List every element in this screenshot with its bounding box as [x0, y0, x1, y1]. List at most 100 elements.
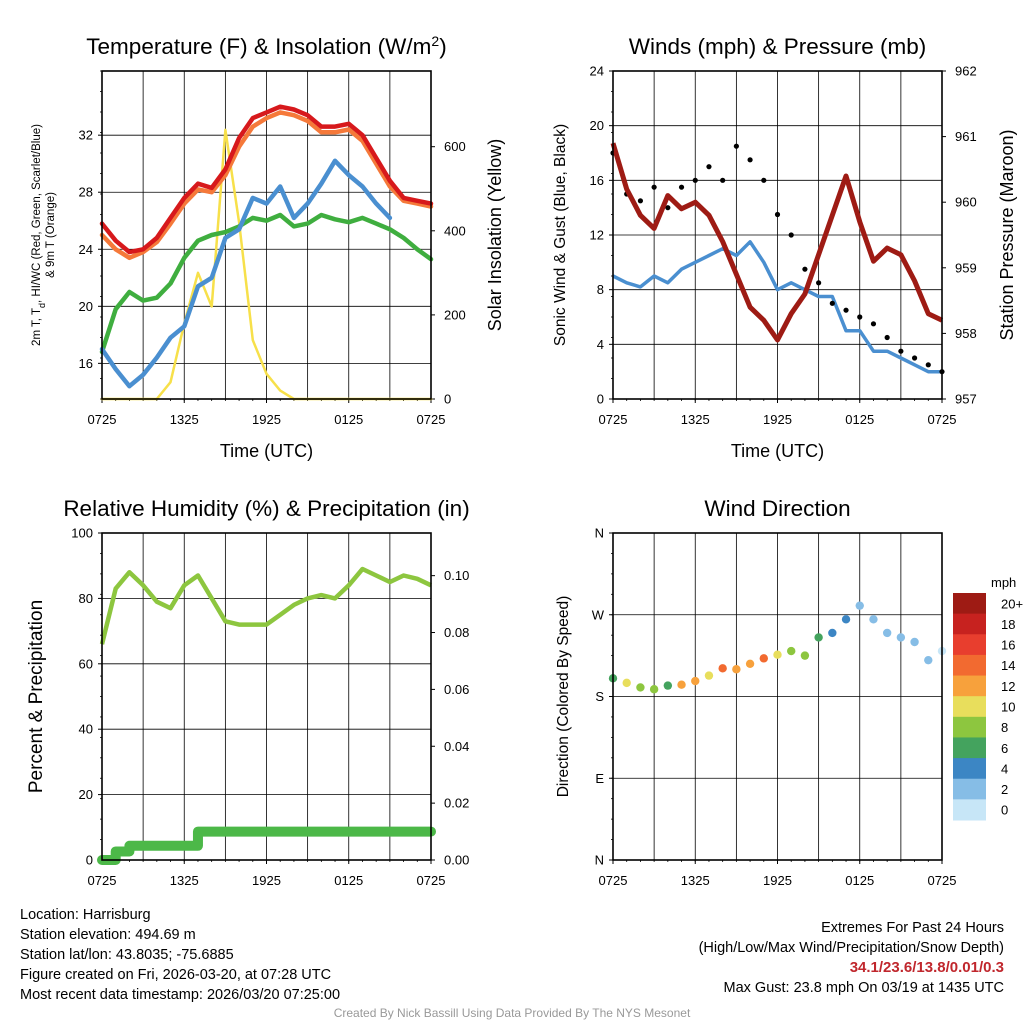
gust-point	[733, 143, 739, 149]
series-line-precipitation	[97, 826, 436, 865]
y-tick-label-right: 0.04	[444, 739, 469, 754]
series-line-sonic-wind	[612, 240, 942, 374]
y-tick-label-right: 959	[955, 260, 977, 275]
extremes-info: Extremes For Past 24 Hours (High/Low/Max…	[699, 918, 1004, 998]
y-tick-label-right: 958	[955, 326, 977, 341]
chart-title: Temperature (F) & Insolation (W/m2)	[86, 33, 446, 59]
gust-point	[651, 184, 657, 190]
direction-point	[691, 676, 700, 686]
direction-point	[841, 615, 851, 624]
gust-point	[774, 211, 781, 218]
chart-title: Wind Direction	[704, 496, 850, 521]
chart-title-tail: )	[439, 34, 447, 59]
direction-point	[704, 671, 714, 680]
direction-point	[828, 628, 837, 638]
colorbar-label: 4	[1001, 761, 1008, 776]
series-line-relative-humidity	[99, 566, 432, 645]
x-tick-label: 0725	[599, 873, 628, 888]
gust-point	[898, 348, 904, 354]
y-tick-label-left: 4	[597, 337, 604, 352]
colorbar-label: 0	[1001, 803, 1008, 818]
location-text: Location: Harrisburg	[20, 907, 151, 923]
direction-point	[773, 650, 782, 659]
station-info: Location: Harrisburg Station elevation: …	[20, 905, 340, 1005]
y-tick-label-right: 957	[955, 392, 977, 407]
y-tick-label-left: 40	[79, 722, 93, 737]
y-tick-label-left: 8	[597, 282, 604, 297]
y-tick-label-left: 28	[79, 185, 93, 200]
y-tick-label-right: 0.00	[444, 853, 469, 868]
y-tick-label-left: N	[595, 526, 604, 541]
x-tick-label: 0125	[845, 873, 874, 888]
x-tick-label: 0725	[88, 873, 117, 888]
x-tick-label: 0125	[334, 873, 363, 888]
elevation-text: Station elevation: 494.69 m	[20, 927, 196, 943]
y-axis-label-rest: , HI/WC (Red, Green, Scarlet/Blue)	[31, 124, 43, 303]
direction-point	[814, 633, 823, 642]
y-axis-label-left-line2: & 9m T (Orange)	[45, 192, 57, 278]
colorbar-swatch	[953, 634, 986, 656]
plot-border	[612, 70, 943, 400]
gust-point	[692, 177, 698, 183]
x-tick-label: 1925	[252, 412, 281, 427]
y-tick-label-left: N	[595, 853, 604, 868]
series-line-2m-t	[99, 104, 434, 255]
colorbar-swatch	[953, 758, 986, 780]
y-tick-label-right: 600	[444, 139, 466, 154]
max-gust-text: Max Gust: 23.8 mph On 03/19 at 1435 UTC	[723, 980, 1004, 996]
direction-point	[855, 601, 864, 610]
colorbar-label: 14	[1001, 658, 1015, 673]
y-tick-label-left: 20	[79, 787, 93, 802]
winds-panel: 0 4 8 12 16 20 24 0725 1325 1925 0125 0725 957 958 959…	[552, 34, 1017, 461]
direction-point	[677, 680, 686, 689]
gust-point	[720, 177, 726, 183]
x-tick-label: 0125	[334, 412, 363, 427]
colorbar-swatch	[953, 716, 986, 738]
x-tick-label: 0725	[88, 412, 117, 427]
y-tick-label-right: 962	[955, 64, 977, 79]
direction-panel: N E S W N 0725 1325 1925 0125 0725 Wind Direction D…	[555, 496, 1023, 888]
y-tick-label-left: 16	[590, 173, 604, 188]
gust-point	[911, 355, 918, 361]
y-tick-label-left: E	[595, 771, 604, 786]
y-tick-label-right: 960	[955, 195, 977, 210]
gust-point	[843, 307, 849, 313]
y-axis-label-subscript: d	[37, 303, 47, 308]
y-tick-label-right: 0.02	[444, 796, 469, 811]
direction-point	[718, 664, 727, 673]
temperature-panel: 16 20 24 28 32 0725 1325 1925 0125 0725 0 200 400 600…	[31, 33, 505, 461]
x-axis-label: Time (UTC)	[220, 441, 313, 461]
series-line-td	[99, 212, 434, 355]
colorbar-swatch	[953, 696, 986, 718]
direction-point	[649, 685, 659, 694]
y-tick-label-right: 200	[444, 307, 466, 322]
x-tick-label: 0125	[845, 412, 874, 427]
colorbar-label: 6	[1001, 741, 1008, 756]
colorbar-label: 16	[1001, 638, 1015, 653]
series-line-9m-t	[99, 110, 434, 261]
recent-data-text: Most recent data timestamp: 2026/03/20 0…	[20, 987, 341, 1003]
direction-point	[882, 628, 892, 638]
x-tick-label: 1325	[170, 412, 199, 427]
y-axis-label-left: Percent & Precipitation	[26, 600, 47, 793]
gust-point	[829, 300, 835, 306]
y-tick-label-right: 961	[955, 129, 977, 144]
x-axis-label: Time (UTC)	[731, 441, 824, 461]
direction-point	[800, 651, 810, 660]
y-tick-label-left: 20	[79, 299, 93, 314]
chart-title: Winds (mph) & Pressure (mb)	[629, 34, 927, 59]
gust-point	[857, 314, 863, 320]
colorbar-swatch	[953, 778, 986, 800]
direction-point	[745, 659, 755, 668]
chart-title: Relative Humidity (%) & Precipitation (i…	[63, 496, 469, 521]
y-tick-label-right: 0.06	[444, 682, 469, 697]
gust-point	[665, 205, 671, 211]
colorbar-label: 2	[1001, 782, 1008, 797]
gust-point	[637, 198, 644, 204]
y-axis-label-right: Station Pressure (Maroon)	[997, 129, 1017, 340]
extremes-heading: Extremes For Past 24 Hours	[821, 920, 1004, 936]
humidity-panel: 0 20 40 60 80 100 0725 1325 1925 0125 0725 0.00 0.02…	[26, 496, 470, 888]
y-tick-label-left: 16	[79, 356, 93, 371]
direction-point	[896, 633, 906, 642]
